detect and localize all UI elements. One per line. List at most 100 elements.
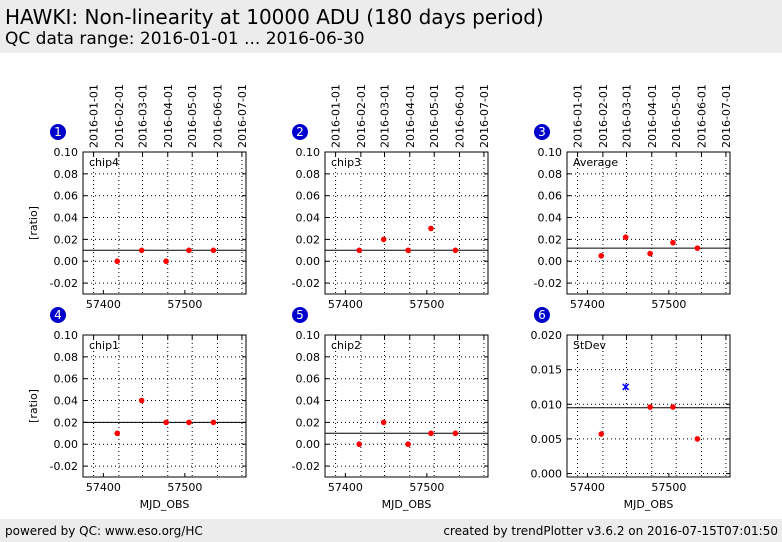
panel-label: StDev	[573, 339, 607, 352]
y-tick-label: 0.000	[531, 468, 563, 481]
y-tick-label: 0.02	[54, 416, 79, 429]
data-point	[114, 258, 121, 265]
footer-credit: powered by QC: www.eso.org/HC	[5, 524, 203, 538]
y-tick-label: -0.02	[292, 460, 320, 473]
data-point	[670, 404, 676, 410]
page-title: HAWKI: Non-linearity at 10000 ADU (180 d…	[5, 5, 544, 29]
top-date-label: 2016-07-01	[720, 84, 733, 148]
top-date-label: 2016-03-01	[620, 84, 633, 148]
y-tick-label: 0.10	[296, 146, 321, 159]
chart-panel-1	[50, 124, 247, 295]
y-tick-label: 0.020	[531, 329, 563, 342]
x-axis-label: MJD_OBS	[382, 498, 432, 511]
data-point	[138, 247, 145, 254]
plot-frame	[324, 334, 489, 478]
top-date-label: 2016-02-01	[355, 84, 368, 148]
y-tick-label: 0.00	[296, 438, 321, 451]
top-date-label: 2016-02-01	[113, 84, 126, 148]
panel-badge-number: 1	[54, 125, 62, 139]
y-axis-label: [ratio]	[27, 206, 40, 240]
y-tick-label: 0.08	[538, 168, 563, 181]
data-point	[380, 236, 387, 243]
data-point	[694, 436, 701, 442]
chart-panel-2	[292, 124, 489, 295]
y-tick-label: -0.02	[50, 277, 78, 290]
y-tick-label: 0.02	[54, 233, 79, 246]
y-tick-label: 0.06	[54, 373, 79, 386]
y-tick-label: 0.10	[54, 329, 79, 342]
footer-bar: powered by QC: www.eso.org/HC created by…	[0, 519, 782, 542]
data-point	[163, 419, 169, 426]
top-date-label: 2016-04-01	[162, 84, 175, 148]
y-tick-label: 0.06	[296, 373, 321, 386]
y-tick-label: 0.02	[296, 416, 321, 429]
y-axis-label: [ratio]	[27, 389, 40, 423]
y-tick-label: 0.010	[531, 398, 563, 411]
page-subtitle: QC data range: 2016-01-01 ... 2016-06-30	[5, 29, 365, 49]
data-point	[210, 247, 217, 254]
chart-panel-6	[534, 307, 731, 478]
top-date-label: 2016-06-01	[453, 84, 466, 148]
panel-label: Average	[573, 156, 618, 169]
x-tick-label: 57400	[86, 298, 121, 311]
outlier-marker	[622, 383, 630, 391]
y-tick-label: 0.015	[531, 364, 563, 377]
panel-badge-number: 3	[538, 125, 546, 139]
y-tick-label: 0.00	[54, 255, 79, 268]
y-tick-label: 0.04	[296, 395, 321, 408]
y-tick-label: 0.06	[54, 190, 79, 203]
y-tick-label: 0.00	[538, 255, 563, 268]
panel-badge-number: 2	[296, 125, 304, 139]
y-tick-label: 0.10	[54, 146, 79, 159]
top-date-label: 2016-07-01	[236, 84, 249, 148]
y-tick-label: 0.08	[54, 168, 79, 181]
y-tick-label: 0.04	[54, 395, 79, 408]
data-point	[163, 258, 169, 265]
y-tick-label: -0.02	[50, 460, 78, 473]
data-point	[428, 430, 434, 437]
chart-panel-5	[292, 307, 489, 478]
panel-label: chip3	[331, 156, 361, 169]
panel-badge	[292, 307, 308, 323]
chart-panel-3	[534, 124, 731, 295]
panel-badge	[534, 307, 550, 323]
x-tick-label: 57500	[167, 298, 202, 311]
plot-frame	[566, 151, 731, 295]
data-point	[186, 247, 192, 254]
top-date-label: 2016-05-01	[186, 84, 199, 148]
y-tick-label: 0.10	[538, 146, 563, 159]
data-point	[622, 234, 629, 240]
x-tick-label: 57400	[328, 481, 363, 494]
data-point	[670, 239, 676, 246]
x-axis-label: MJD_OBS	[140, 498, 190, 511]
panel-badge	[292, 124, 308, 140]
x-tick-label: 57500	[409, 481, 444, 494]
x-tick-label: 57500	[651, 298, 686, 311]
x-axis-label: MJD_OBS	[624, 498, 674, 511]
y-tick-label: 0.005	[531, 433, 563, 446]
x-tick-label: 57500	[409, 298, 444, 311]
data-point	[356, 247, 363, 254]
panel-badge	[50, 307, 66, 323]
top-date-label: 2016-01-01	[572, 84, 585, 148]
top-date-label: 2016-05-01	[428, 84, 441, 148]
top-date-label: 2016-03-01	[378, 84, 391, 148]
top-date-label: 2016-07-01	[478, 84, 491, 148]
top-date-label: 2016-06-01	[695, 84, 708, 148]
data-point	[210, 419, 217, 426]
x-tick-label: 57400	[86, 481, 121, 494]
y-tick-label: -0.02	[292, 277, 320, 290]
y-tick-label: 0.04	[54, 212, 79, 225]
panel-badge-number: 4	[54, 308, 62, 322]
data-point	[356, 441, 363, 448]
panel-label: chip1	[89, 339, 119, 352]
top-date-label: 2016-02-01	[597, 84, 610, 148]
y-tick-label: 0.04	[296, 212, 321, 225]
panel-label: chip2	[331, 339, 361, 352]
data-point	[694, 245, 701, 251]
data-point	[452, 247, 459, 254]
data-point	[452, 430, 459, 437]
plot-frame	[82, 334, 247, 478]
data-point	[405, 247, 411, 254]
